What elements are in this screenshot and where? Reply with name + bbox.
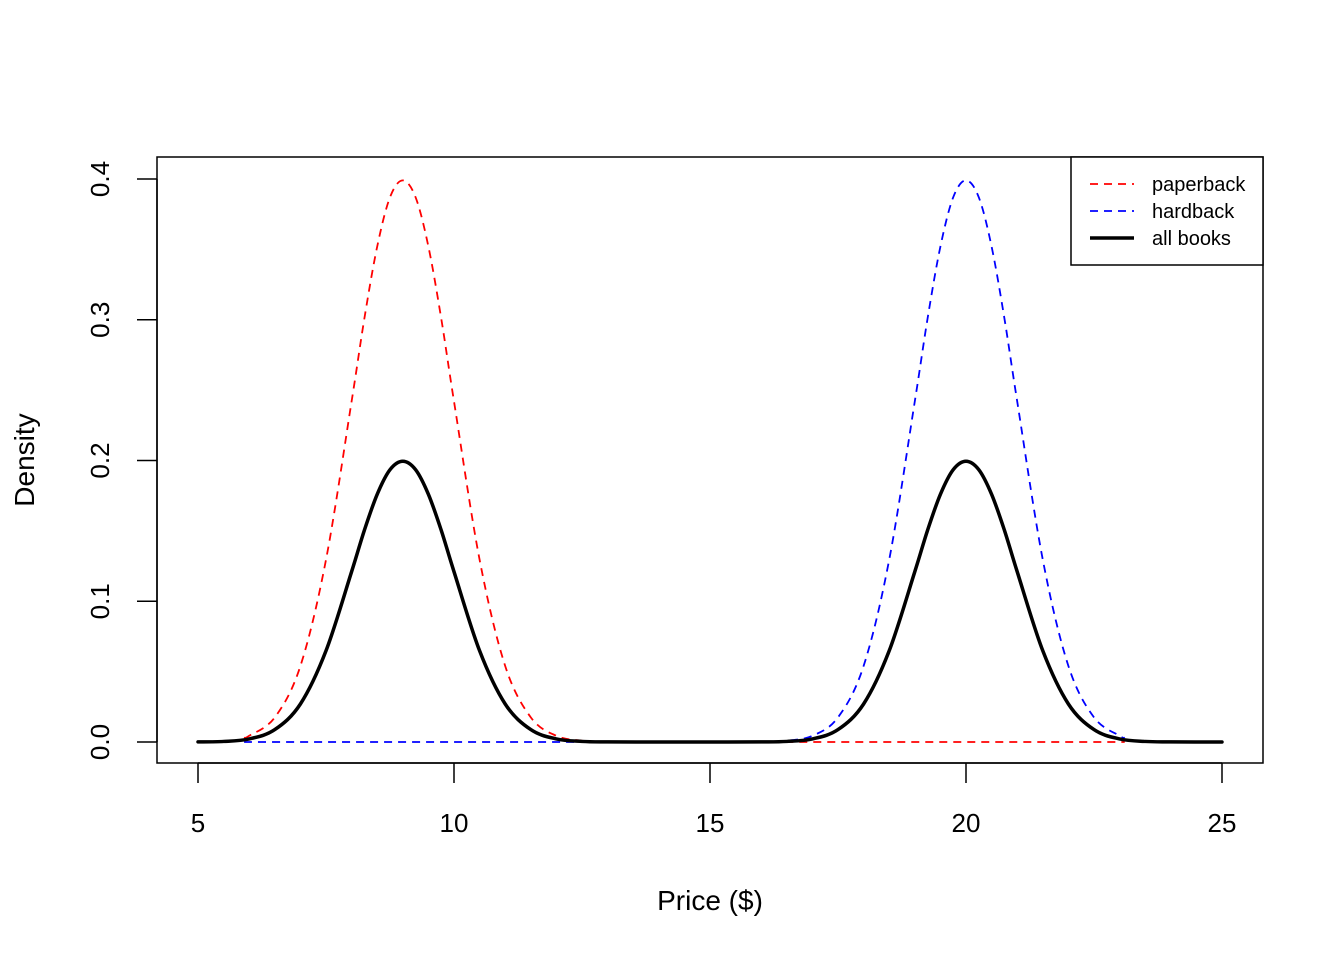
series-line-paperback — [243, 179, 1125, 743]
legend: paperback hardback all books — [1070, 156, 1264, 266]
x-axis-title: Price ($) — [657, 885, 763, 916]
y-tick-label: 0.3 — [85, 302, 115, 338]
series-line-hardback — [244, 179, 1126, 743]
x-tick-label: 15 — [696, 808, 725, 838]
x-tick-label: 10 — [440, 808, 469, 838]
legend-label: hardback — [1152, 201, 1235, 223]
legend-box — [1070, 156, 1264, 266]
y-tick-label: 0.0 — [85, 724, 115, 760]
legend-label: paperback — [1152, 174, 1246, 196]
x-tick-label: 5 — [191, 808, 205, 838]
x-tick-label: 25 — [1208, 808, 1237, 838]
legend-label: all books — [1152, 228, 1231, 250]
y-tick-label: 0.4 — [85, 161, 115, 197]
y-axis-title: Density — [9, 413, 40, 506]
x-axis: 5 10 15 20 25 — [191, 762, 1237, 838]
x-tick-label: 20 — [952, 808, 981, 838]
series-layer — [196, 179, 1224, 744]
y-tick-label: 0.1 — [85, 583, 115, 619]
y-tick-label: 0.2 — [85, 442, 115, 478]
y-axis: 0.0 0.1 0.2 0.3 0.4 — [85, 161, 158, 760]
series-line-all-books — [196, 459, 1224, 744]
